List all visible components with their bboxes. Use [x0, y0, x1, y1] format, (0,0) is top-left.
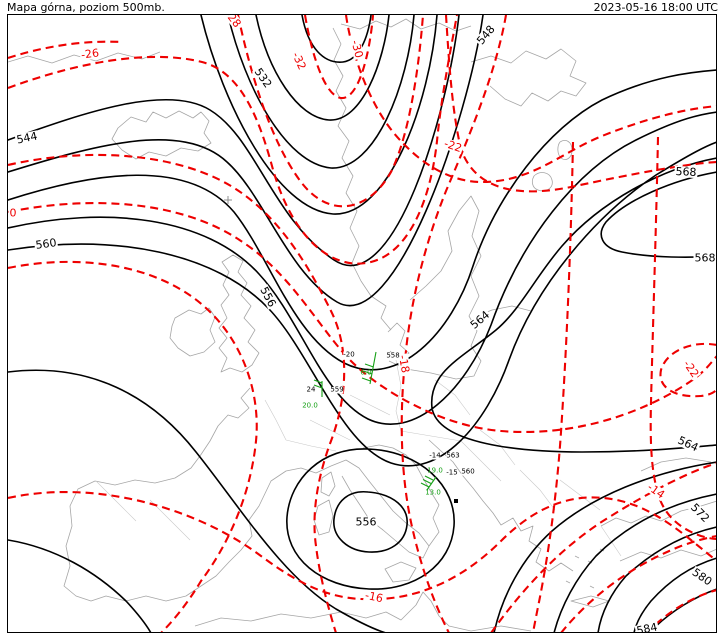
temp-contour-label: -16	[363, 588, 385, 606]
station-text: 559	[330, 385, 344, 394]
temp-contour-label: -26	[79, 46, 101, 62]
station-text: 6.0	[360, 368, 372, 377]
map-canvas: 532 544 548 556 560 564 568 568 564 572 556 580 584-…	[7, 14, 717, 633]
station-text: 24	[306, 385, 316, 394]
grid-cross-icon	[224, 196, 232, 204]
station-text: 560	[461, 467, 475, 476]
map-title: Mapa górna, poziom 500mb.	[7, 1, 165, 14]
station-marker	[454, 499, 458, 503]
header-bar: Mapa górna, poziom 500mb. 2023-05-16 18:…	[7, 1, 718, 14]
station-text: 19.0	[427, 466, 443, 475]
station-text: 563	[446, 451, 460, 460]
country-borders	[95, 359, 622, 557]
temp-contour-label: 0	[8, 206, 18, 220]
wind-barb-icon	[313, 351, 437, 491]
height-contour-label: 568	[693, 251, 716, 265]
station-text: -20	[343, 350, 355, 359]
map-timestamp: 2023-05-16 18:00 UTC	[593, 1, 718, 14]
height-contour-label: 568	[674, 164, 698, 180]
map-svg	[8, 15, 716, 632]
station-text: 13.0	[425, 488, 441, 497]
station-text: 20.0	[302, 401, 318, 410]
height-contour-label: 560	[33, 236, 59, 252]
temp-contours	[8, 15, 716, 632]
station-text: -15	[446, 468, 458, 477]
station-text: -14	[429, 451, 441, 460]
height-contour-label: 556	[354, 515, 378, 529]
station-text: 558	[386, 351, 400, 360]
